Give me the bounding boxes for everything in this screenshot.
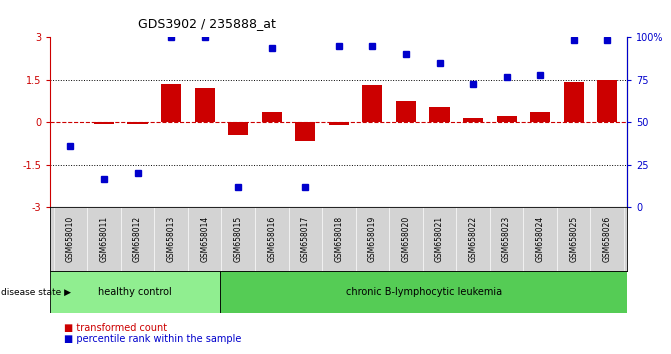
Bar <box>564 82 584 122</box>
Bar <box>94 122 114 124</box>
Bar <box>121 207 154 271</box>
Text: GSM658018: GSM658018 <box>334 216 344 262</box>
Text: GDS3902 / 235888_at: GDS3902 / 235888_at <box>138 17 275 30</box>
Bar <box>127 122 148 124</box>
Text: chronic B-lymphocytic leukemia: chronic B-lymphocytic leukemia <box>346 287 502 297</box>
Bar <box>429 107 450 122</box>
Bar <box>188 207 221 271</box>
Text: GSM658015: GSM658015 <box>234 216 243 262</box>
Text: GSM658026: GSM658026 <box>603 216 612 262</box>
Text: ■ percentile rank within the sample: ■ percentile rank within the sample <box>64 334 241 344</box>
Bar <box>154 207 188 271</box>
Bar <box>289 207 322 271</box>
Bar <box>54 207 87 271</box>
Bar <box>161 84 181 122</box>
Text: GSM658013: GSM658013 <box>166 216 176 262</box>
Bar <box>195 88 215 122</box>
Bar <box>50 271 220 313</box>
Bar <box>530 112 550 122</box>
Bar <box>255 207 289 271</box>
Bar <box>389 207 423 271</box>
Bar <box>423 207 456 271</box>
Bar <box>362 85 382 122</box>
Text: GSM658021: GSM658021 <box>435 216 444 262</box>
Bar <box>497 116 517 122</box>
Text: GSM658016: GSM658016 <box>267 216 276 262</box>
Bar <box>228 122 248 135</box>
Bar <box>456 207 490 271</box>
Bar <box>329 122 349 125</box>
Bar <box>220 271 627 313</box>
Bar <box>523 207 557 271</box>
Bar <box>295 122 315 141</box>
Bar <box>557 207 590 271</box>
Bar <box>597 80 617 122</box>
Text: GSM658010: GSM658010 <box>66 216 75 262</box>
Text: GSM658022: GSM658022 <box>468 216 478 262</box>
Text: GSM658011: GSM658011 <box>99 216 109 262</box>
Text: ■ transformed count: ■ transformed count <box>64 323 167 333</box>
Text: GSM658017: GSM658017 <box>301 216 310 262</box>
Text: GSM658025: GSM658025 <box>569 216 578 262</box>
Text: GSM658020: GSM658020 <box>401 216 411 262</box>
Text: GSM658012: GSM658012 <box>133 216 142 262</box>
Bar <box>463 118 483 122</box>
Text: GSM658024: GSM658024 <box>535 216 545 262</box>
Bar <box>87 207 121 271</box>
Text: GSM658023: GSM658023 <box>502 216 511 262</box>
Bar <box>396 101 416 122</box>
Bar <box>356 207 389 271</box>
Text: healthy control: healthy control <box>99 287 172 297</box>
Text: GSM658019: GSM658019 <box>368 216 377 262</box>
Bar <box>490 207 523 271</box>
Text: disease state ▶: disease state ▶ <box>1 287 70 297</box>
Text: GSM658014: GSM658014 <box>200 216 209 262</box>
Bar <box>262 112 282 122</box>
Bar <box>590 207 624 271</box>
Bar <box>221 207 255 271</box>
Bar <box>322 207 356 271</box>
